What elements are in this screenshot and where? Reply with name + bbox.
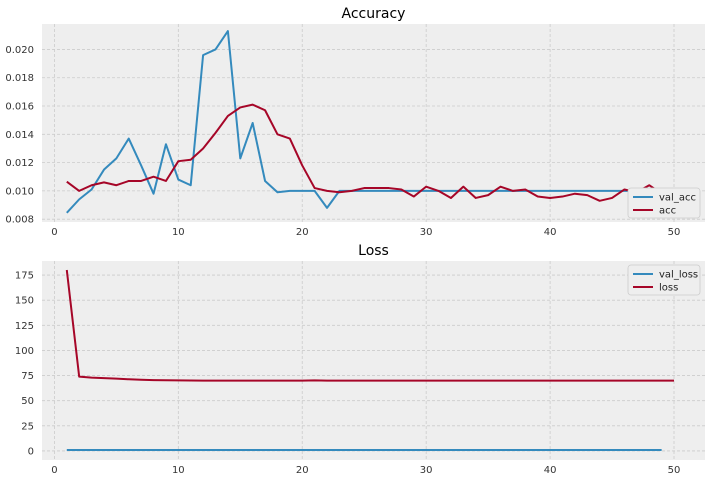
loss-x-tick-label: 30 bbox=[420, 465, 433, 476]
accuracy-y-tick-label: 0.010 bbox=[5, 186, 34, 197]
loss-legend-label-loss: loss bbox=[659, 283, 678, 294]
accuracy-legend-label-acc: acc bbox=[659, 206, 676, 217]
accuracy-x-tick-label: 10 bbox=[172, 227, 185, 238]
loss-y-tick-label: 125 bbox=[15, 321, 34, 332]
loss-chart: 0 10 20 30 40 50 0 25 50 75 100 125 150 175 Loss val_lo… bbox=[15, 243, 705, 476]
loss-plot-area bbox=[42, 261, 705, 460]
loss-y-tick-label: 175 bbox=[15, 271, 34, 282]
loss-y-tick-label: 0 bbox=[28, 446, 34, 457]
accuracy-y-tick-label: 0.020 bbox=[5, 45, 34, 56]
accuracy-y-tick-label: 0.018 bbox=[5, 73, 34, 84]
accuracy-plot-area bbox=[42, 24, 705, 222]
loss-x-tick-label: 0 bbox=[51, 465, 57, 476]
loss-chart-title: Loss bbox=[358, 243, 389, 259]
loss-y-tick-label: 75 bbox=[21, 371, 34, 382]
accuracy-legend-label-val-acc: val_acc bbox=[659, 193, 696, 204]
accuracy-chart: 0 10 20 30 40 50 0.008 0.010 0.012 0.014 0.016 0.01… bbox=[5, 6, 705, 238]
accuracy-y-tick-label: 0.014 bbox=[5, 130, 34, 141]
accuracy-y-tick-label: 0.008 bbox=[5, 215, 34, 226]
loss-legend-label-val-loss: val_loss bbox=[659, 270, 698, 281]
loss-y-tick-label: 100 bbox=[15, 346, 34, 357]
accuracy-x-tick-label: 50 bbox=[668, 227, 681, 238]
loss-x-tick-label: 50 bbox=[668, 465, 681, 476]
accuracy-series-val-acc bbox=[66, 30, 662, 214]
accuracy-y-tick-label: 0.016 bbox=[5, 102, 34, 113]
loss-y-tick-label: 50 bbox=[21, 396, 34, 407]
accuracy-x-tick-label: 30 bbox=[420, 227, 433, 238]
accuracy-x-tick-label: 0 bbox=[51, 227, 57, 238]
accuracy-x-tick-label: 40 bbox=[544, 227, 557, 238]
accuracy-x-tick-label: 20 bbox=[296, 227, 309, 238]
loss-x-tick-label: 20 bbox=[296, 465, 309, 476]
accuracy-series-acc bbox=[66, 103, 675, 202]
loss-series-loss bbox=[65, 269, 675, 382]
loss-y-tick-label: 150 bbox=[15, 296, 34, 307]
loss-x-tick-label: 10 bbox=[172, 465, 185, 476]
loss-y-tick-label: 25 bbox=[21, 421, 34, 432]
accuracy-chart-title: Accuracy bbox=[342, 6, 406, 22]
accuracy-y-tick-label: 0.012 bbox=[5, 158, 34, 169]
loss-x-tick-label: 40 bbox=[544, 465, 557, 476]
